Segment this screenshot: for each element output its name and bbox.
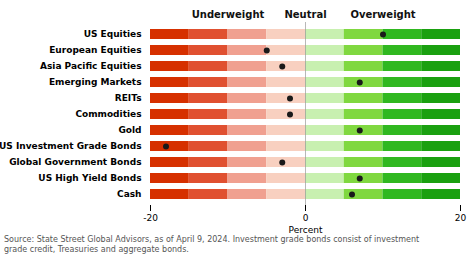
svg-text:US Investment Grade Bonds: US Investment Grade Bonds [0, 141, 142, 151]
svg-text:-20: -20 [143, 213, 158, 223]
svg-text:Global Government Bonds: Global Government Bonds [9, 157, 141, 167]
svg-text:Neutral: Neutral [284, 9, 326, 20]
svg-text:US High Yield Bonds: US High Yield Bonds [38, 173, 141, 183]
svg-text:Percent: Percent [289, 225, 323, 235]
svg-text:Commodities: Commodities [75, 109, 141, 119]
svg-text:REITs: REITs [115, 93, 142, 103]
svg-text:Gold: Gold [118, 125, 141, 135]
svg-text:Underweight: Underweight [192, 9, 265, 20]
html-text:Source: State Street Global Ad: Source: State Street Global Advisors, as… [4, 235, 420, 254]
svg-text:Emerging Markets: Emerging Markets [49, 77, 142, 87]
svg-text:Asia Pacific Equities: Asia Pacific Equities [40, 61, 142, 71]
svg-text:European Equities: European Equities [49, 45, 141, 55]
svg-text:Cash: Cash [117, 189, 141, 199]
svg-text:Overweight: Overweight [350, 9, 415, 20]
svg-text:0: 0 [303, 213, 309, 223]
svg-text:20: 20 [455, 213, 467, 223]
svg-text:US Equities: US Equities [84, 29, 142, 39]
